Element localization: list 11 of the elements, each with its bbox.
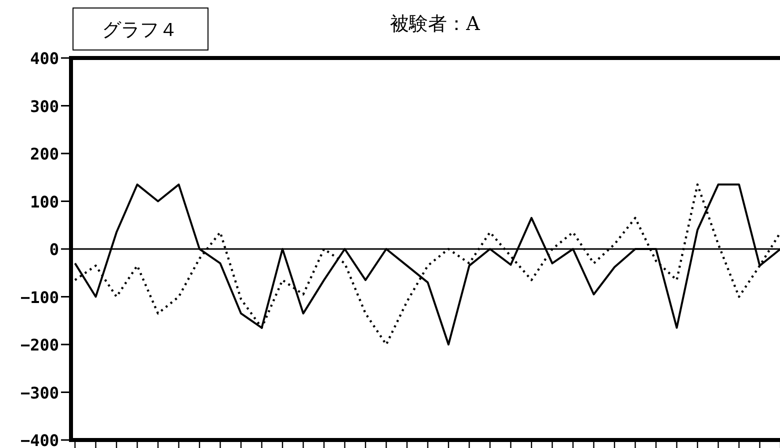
y-tick-label: 400	[30, 49, 59, 68]
text: グラフ４	[102, 19, 178, 41]
y-tick-label: −100	[20, 288, 59, 307]
y-tick-label: −400	[20, 431, 59, 448]
y-tick-label: 300	[30, 96, 59, 116]
y-tick-label: −300	[20, 383, 59, 402]
chart-title: 被験者：A	[390, 13, 480, 35]
y-tick-label: 100	[30, 192, 59, 212]
y-tick-label: 200	[30, 144, 59, 164]
y-tick-label: −200	[20, 336, 59, 354]
y-tick-label: 0	[49, 240, 59, 259]
